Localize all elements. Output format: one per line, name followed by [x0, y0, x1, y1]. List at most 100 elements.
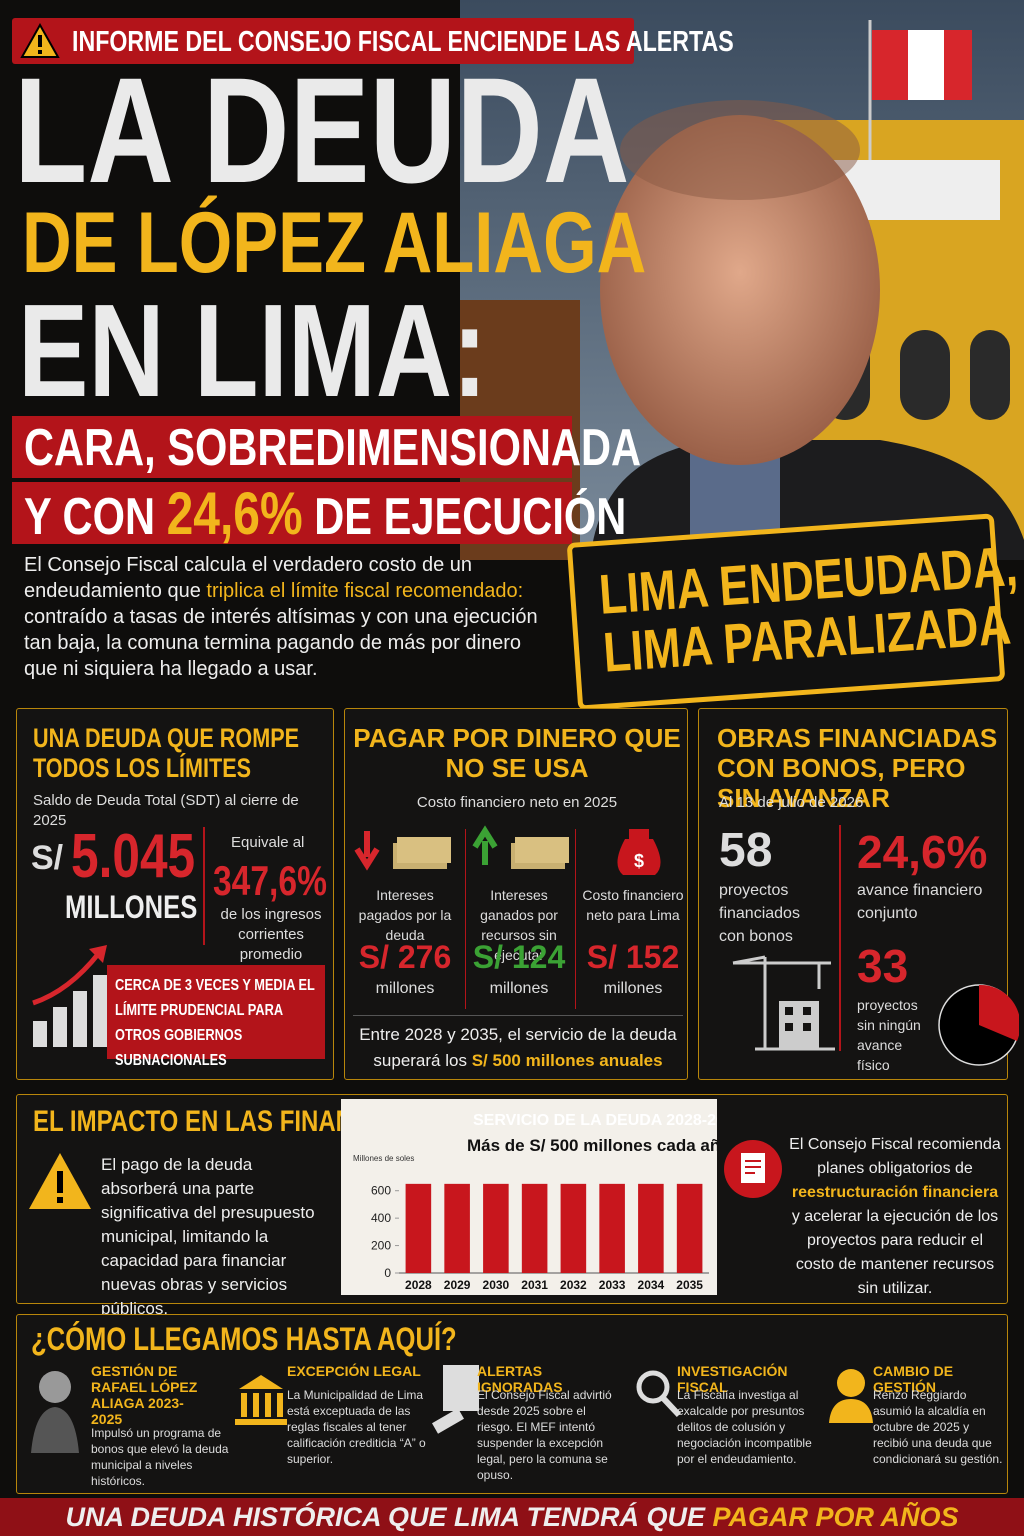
x-tick-label: 2029	[444, 1278, 471, 1292]
intro-text: El Consejo Fiscal calcula el verdadero c…	[24, 554, 473, 602]
y-axis-label: Millones de soles	[353, 1154, 414, 1163]
cost-unit: millones	[375, 980, 435, 997]
history-title: GESTIÓN DE RAFAEL LÓPEZ ALIAGA 2023-2025	[91, 1363, 198, 1427]
y-tick-label: 0	[384, 1266, 391, 1280]
warning-icon	[29, 1153, 91, 1209]
history-icons	[31, 1365, 873, 1453]
footer: UNA DEUDA HISTÓRICA QUE LIMA TENDRÁ QUE …	[65, 1498, 958, 1536]
history-section: ¿CÓMO LLEGAMOS HASTA AQUÍ? GESTIÓN DE RA…	[16, 1314, 1008, 1494]
crane-icon	[732, 955, 835, 1051]
footer-band: UNA DEUDA HISTÓRICA QUE LIMA TENDRÁ QUE …	[0, 1498, 1024, 1536]
rec-highlight: reestructuración financiera	[791, 1184, 999, 1201]
footer-highlight: PAGAR POR AÑOS	[712, 1502, 959, 1532]
card-subtitle: Saldo de Deuda Total (SDT) al cierre de …	[33, 792, 299, 829]
cost-icons: $	[354, 825, 661, 875]
history-title: INVESTIGACIÓN FISCAL	[677, 1363, 788, 1395]
callout-text: CERCA DE 3 VECES Y MEDIA EL LÍMITE PRUDE…	[115, 977, 315, 1069]
currency: S/	[31, 839, 64, 877]
alert-banner: INFORME DEL CONSEJO FISCAL ENCIENDE LAS …	[12, 18, 734, 64]
x-tick-label: 2030	[483, 1278, 510, 1292]
impact-text: El pago de la deuda absorberá una parte …	[101, 1155, 315, 1318]
bar	[405, 1183, 432, 1273]
history-text: Renzo Reggiardo asumió la alcaldía en oc…	[873, 1388, 1003, 1466]
card-works: OBRAS FINANCIADAS CON BONOS, PERO SIN AV…	[698, 708, 1019, 1080]
intro: El Consejo Fiscal calcula el verdadero c…	[24, 552, 554, 682]
cost-label: Intereses pagados por la deuda	[358, 887, 452, 943]
card-title: OBRAS FINANCIADAS CON BONOS, PERO SIN AV…	[717, 723, 998, 813]
card-date: Al 13 de julio de 2026	[719, 794, 864, 811]
chart-subtitle: Más de S/ 500 millones cada año	[467, 1136, 717, 1155]
bar	[444, 1183, 470, 1273]
pie-icon	[938, 984, 1019, 1066]
impact-section: EL IMPACTO EN LAS FINANZAS DE LIMA El pa…	[16, 1094, 1008, 1318]
footer-highlight: S/ 500 millones anuales	[471, 1051, 663, 1070]
equiv-label: Equivale al	[231, 834, 305, 851]
title-line: LA DEUDA	[14, 46, 783, 214]
x-tick-label: 2034	[638, 1278, 665, 1292]
stamp: LIMA ENDEUDADA, LIMA PARALIZADA	[566, 513, 1019, 711]
title-line: EN LIMA:	[18, 277, 605, 424]
subtitle-part: DE EJECUCIÓN	[314, 488, 627, 546]
stat-label: avance financiero conjunto	[857, 882, 983, 922]
subtitle-part: Y CON	[24, 488, 155, 546]
y-tick-label: 600	[371, 1184, 391, 1198]
stat-value: 58	[719, 824, 773, 877]
cost-footer: Entre 2028 y 2035, el servicio de la deu…	[353, 1015, 683, 1074]
x-tick-label: 2032	[560, 1278, 587, 1292]
title-text: EN LIMA:	[18, 277, 488, 424]
stat-label: proyectos financiados con bonos	[719, 882, 800, 945]
warning-icon	[20, 23, 60, 58]
rec-text: y acelerar la ejecución de los proyectos…	[791, 1208, 999, 1297]
debt-amount: 5.045	[71, 822, 196, 891]
x-tick-label: 2035	[676, 1278, 703, 1292]
y-tick-label: 400	[371, 1211, 391, 1225]
bar	[638, 1183, 664, 1273]
subtitle-band: Y CON 24,6% DE EJECUCIÓN	[12, 482, 626, 544]
history-text: El Consejo Fiscal advirtió desde 2025 so…	[477, 1388, 612, 1482]
debt-unit: MILLONES	[65, 889, 198, 925]
bar	[560, 1183, 587, 1273]
title-line: DE LÓPEZ ALIAGA	[22, 198, 802, 288]
cost-unit: millones	[489, 980, 549, 997]
pct-note: de los ingresos corrientes promedio	[220, 906, 322, 963]
x-tick-label: 2031	[521, 1278, 548, 1292]
card-title: UNA DEUDA QUE ROMPE TODOS LOS LÍMITES	[33, 723, 300, 783]
cost-amount: S/ 124	[472, 939, 566, 975]
stat-value: 24,6%	[857, 826, 988, 878]
section-title: ¿CÓMO LLEGAMOS HASTA AQUÍ?	[31, 1321, 457, 1357]
bar	[483, 1183, 509, 1273]
subtitle-highlight: 24,6%	[166, 480, 303, 547]
intro-text: contraído a tasas de interés altísimas y…	[24, 606, 538, 680]
subtitle-text: Y CON 24,6% DE EJECUCIÓN	[24, 484, 627, 546]
growth-icon	[32, 945, 107, 1047]
footer-text: Entre 2028 y 2035, el servicio de la deu…	[359, 1025, 677, 1070]
card-cost: PAGAR POR DINERO QUE NO SE USA Costo fin…	[344, 708, 688, 1080]
subtitle-band: CARA, SOBREDIMENSIONADA	[12, 416, 641, 478]
cost-label: Intereses ganados por recursos sin ejecu…	[480, 887, 558, 963]
stat-value: 33	[857, 940, 909, 992]
card-subtitle: Costo financiero neto en 2025	[416, 794, 618, 811]
callout: CERCA DE 3 VECES Y MEDIA EL LÍMITE PRUDE…	[107, 965, 325, 1069]
title-text: DE LÓPEZ ALIAGA	[22, 195, 647, 291]
footer-text: UNA DEUDA HISTÓRICA QUE LIMA TENDRÁ QUE	[65, 1502, 705, 1532]
y-tick-label: 200	[371, 1239, 391, 1253]
bar	[676, 1183, 703, 1273]
history-text: La Municipalidad de Lima está exceptuada…	[287, 1388, 426, 1466]
x-tick-label: 2028	[405, 1278, 432, 1292]
bar	[599, 1183, 625, 1273]
svg-text:$: $	[634, 851, 644, 871]
history-title: EXCEPCIÓN LEGAL	[287, 1363, 421, 1379]
document-icon	[724, 1140, 782, 1198]
chart: SERVICIO DE LA DEUDA 2028-2035 Más de S/ …	[353, 1112, 717, 1292]
hero-photo	[460, 0, 1024, 560]
card-debt: UNA DEUDA QUE ROMPE TODOS LOS LÍMITES Sa…	[16, 708, 334, 1080]
alert-text: INFORME DEL CONSEJO FISCAL ENCIENDE LAS …	[72, 26, 734, 58]
bar	[521, 1183, 548, 1273]
x-tick-label: 2033	[599, 1278, 626, 1292]
title-text: LA DEUDA	[14, 46, 630, 214]
divider	[203, 827, 205, 945]
intro-highlight: triplica el límite fiscal recomendado:	[206, 580, 524, 602]
stat-label: proyectos sin ningún avance físico	[857, 997, 921, 1073]
recommendation: El Consejo Fiscal recomienda planes obli…	[789, 1133, 1001, 1301]
